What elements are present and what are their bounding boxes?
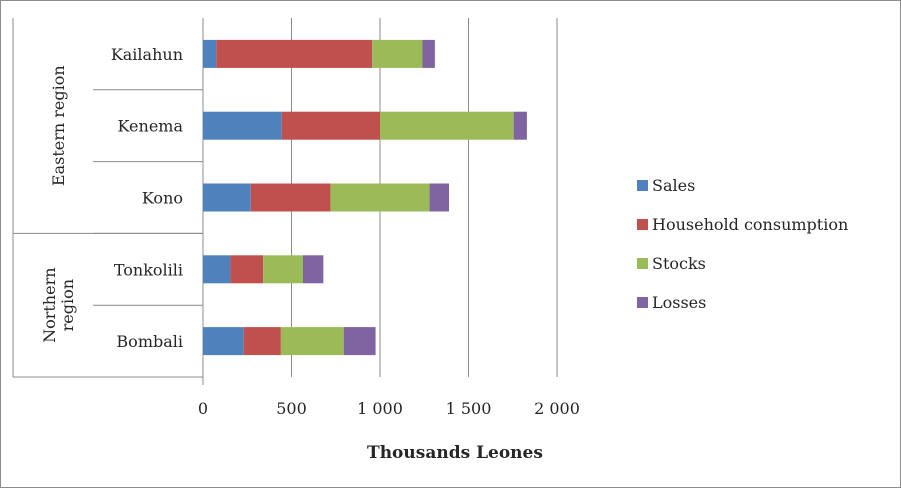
- bars: [203, 39, 527, 356]
- bar-bombali-losses: [343, 327, 376, 356]
- bar-tonkolili-losses: [303, 255, 324, 284]
- legend-swatch-stocks: [637, 258, 648, 269]
- bar-kenema-sales: [203, 111, 282, 140]
- legend-label-sales: Sales: [652, 176, 695, 195]
- legend-swatch-losses: [637, 297, 648, 308]
- group-labels: Eastern region Northernregion: [40, 65, 77, 343]
- bar-kenema-household-consumption: [281, 111, 380, 140]
- legend-label-stocks: Stocks: [652, 254, 706, 273]
- bar-kailahun-household-consumption: [216, 39, 373, 68]
- bar-kenema-stocks: [380, 111, 514, 140]
- bar-kono-sales: [203, 183, 251, 212]
- x-tick-labels: 0 500 1 000 1 500 2 000: [198, 399, 580, 418]
- bar-tonkolili-sales: [203, 255, 231, 284]
- legend-label-household-consumption: Household consumption: [652, 215, 848, 234]
- category-label-kailahun: Kailahun: [111, 45, 183, 64]
- group-label-eastern-region: Eastern region: [49, 65, 68, 186]
- bar-kono-losses: [429, 183, 450, 212]
- group-label-northern-region: Northernregion: [40, 267, 77, 342]
- bar-kono-stocks: [330, 183, 430, 212]
- bar-kailahun-stocks: [372, 39, 423, 68]
- category-label-bombali: Bombali: [116, 332, 183, 351]
- x-tick-label-1000: 1 000: [357, 399, 403, 418]
- bar-tonkolili-stocks: [263, 255, 304, 284]
- bar-kailahun-sales: [203, 39, 217, 68]
- bar-kailahun-losses: [422, 39, 435, 68]
- category-labels: Kailahun Kenema Kono Tonkolili Bombali: [111, 45, 184, 351]
- bar-tonkolili-household-consumption: [230, 255, 264, 284]
- category-label-kenema: Kenema: [118, 117, 184, 136]
- legend: Sales Household consumption Stocks Losses: [637, 176, 848, 312]
- x-tick-label-2000: 2 000: [534, 399, 580, 418]
- bar-bombali-stocks: [280, 327, 344, 356]
- x-tick-label-500: 500: [276, 399, 307, 418]
- bar-kenema-losses: [513, 111, 527, 140]
- bar-kono-household-consumption: [250, 183, 331, 212]
- legend-label-losses: Losses: [652, 293, 706, 312]
- category-label-tonkolili: Tonkolili: [114, 260, 183, 279]
- x-axis-title: Thousands Leones: [367, 443, 543, 463]
- legend-swatch-household-consumption: [637, 219, 648, 230]
- bar-bombali-household-consumption: [243, 327, 281, 356]
- bar-bombali-sales: [203, 327, 244, 356]
- x-tick-label-0: 0: [198, 399, 208, 418]
- category-label-kono: Kono: [142, 189, 183, 208]
- legend-swatch-sales: [637, 180, 648, 191]
- x-tick-label-1500: 1 500: [446, 399, 492, 418]
